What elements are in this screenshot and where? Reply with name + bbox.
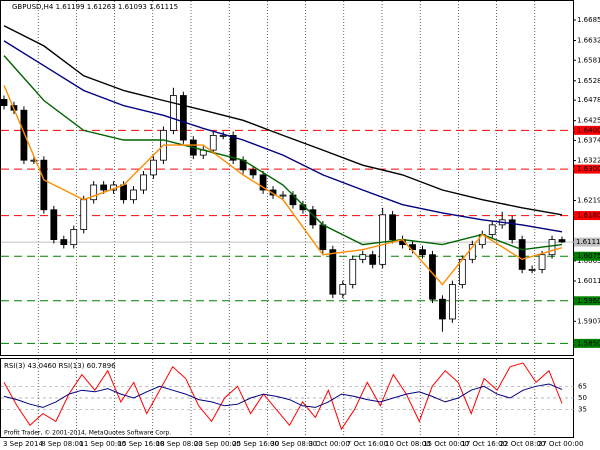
y-tick-label: 1.63740 [577, 136, 600, 144]
candle-body [319, 224, 327, 251]
candle-body [259, 174, 267, 191]
candle-body [120, 184, 127, 201]
series-line [3, 362, 563, 431]
x-tick-label: 30 Sep 08:00 [270, 440, 317, 448]
candle-body [389, 214, 396, 240]
rsi-title: RSI(3) 43.0460 RSI(13) 60.7896 [4, 362, 116, 370]
candle-body [429, 254, 436, 300]
y-tick-label: 50 [578, 394, 587, 402]
candle-body [90, 184, 98, 201]
y-tick-label: 1.62190 [577, 196, 600, 204]
x-tick-label: 8 Sep 08:00 [41, 440, 83, 448]
candle-body [170, 95, 177, 131]
series-line [3, 55, 563, 251]
candle-body [269, 189, 277, 196]
x-tick-label: 15 Sep 16:00 [118, 440, 165, 448]
candle-body [449, 284, 456, 320]
x-tick-label: 7 Oct 16:00 [347, 440, 388, 448]
candle-body [329, 249, 337, 295]
level-label: 1.5960 [577, 297, 600, 305]
x-tick-label: 25 Sep 16:00 [232, 440, 279, 448]
candle-body [528, 269, 536, 271]
x-tick-label: 18 Sep 08:00 [156, 440, 203, 448]
level-label-box [574, 251, 600, 261]
series-line [3, 40, 563, 233]
candle-body [0, 98, 8, 106]
candle-body [508, 219, 516, 240]
candle-body [518, 239, 526, 270]
level-label: 1.6400 [577, 126, 600, 134]
candle-body [229, 134, 237, 161]
candle-body [130, 189, 137, 201]
candle-body [419, 249, 426, 256]
candle-body [349, 258, 357, 285]
candle-body [70, 229, 78, 246]
x-tick-label: 3 Oct 00:00 [309, 440, 350, 448]
candle-body [20, 109, 28, 161]
y-tick-label: 1.66320 [577, 37, 600, 45]
chart-title: GBPUSD,H4 1.61199 1.61263 1.61093 1.6111… [12, 3, 178, 11]
level-label: 1.6300 [577, 165, 600, 173]
y-tick-label: 1.60110 [577, 277, 600, 285]
candle-body [369, 254, 377, 265]
candle-body [538, 254, 546, 270]
level-label: 1.6180 [577, 212, 600, 220]
candle-body [150, 159, 157, 176]
x-tick-label: 10 Oct 08:00 [385, 440, 431, 448]
candle-body [279, 194, 287, 197]
x-tick-label: 11 Sep 00:00 [79, 440, 126, 448]
level-label: 1.6075 [577, 252, 600, 260]
candle-body [50, 209, 58, 240]
bid-label-box [574, 237, 600, 247]
level-label-box [574, 125, 600, 135]
candle-body [249, 169, 257, 176]
candle-body [359, 254, 367, 260]
y-tick-label: 1.66850 [577, 16, 600, 24]
series-line [3, 383, 563, 408]
candle-body [100, 184, 108, 191]
candle-body [140, 174, 147, 191]
candle-body [558, 239, 566, 243]
level-label-box [574, 338, 600, 348]
bid-label: 1.61115 [576, 238, 600, 246]
y-tick-label: 65 [578, 382, 587, 390]
candle-body [339, 284, 347, 295]
y-tick-label: 35 [578, 406, 587, 414]
series-line [3, 85, 563, 286]
level-label: 1.5850 [577, 339, 600, 347]
candle-body [219, 134, 227, 137]
candle-body [379, 214, 387, 265]
level-label-box [574, 164, 600, 174]
x-tick-label: 17 Oct 16:00 [461, 440, 507, 448]
candle-body [40, 159, 48, 211]
candle-body [488, 224, 496, 235]
y-tick-label: 1.65810 [577, 56, 600, 64]
level-label-box [574, 296, 600, 306]
series-line [3, 25, 563, 216]
candle-body [468, 244, 476, 260]
candle-body [439, 298, 446, 320]
y-tick-label: 1.64250 [577, 117, 600, 125]
copyright: Profit Trader, © 2001-2014, MetaQuotes S… [4, 430, 171, 437]
x-tick-label: 15 Oct 00:00 [423, 440, 469, 448]
candle-body [60, 239, 68, 246]
y-tick-label: 1.60630 [577, 257, 600, 265]
candle-body [179, 95, 187, 141]
y-tick-label: 1.59070 [577, 317, 600, 325]
y-tick-label: 1.63220 [577, 157, 600, 165]
x-tick-label: 3 Sep 2014 [3, 440, 43, 448]
level-label-box [574, 211, 600, 221]
main-frame [0, 0, 574, 356]
y-tick-label: 1.65280 [577, 77, 600, 85]
x-tick-label: 22 Oct 08:00 [500, 440, 546, 448]
y-tick-label: 1.64780 [577, 96, 600, 104]
candle-body [548, 239, 556, 256]
candle-body [209, 134, 217, 151]
candle-body [80, 199, 88, 230]
x-tick-label: 27 Oct 00:00 [538, 440, 584, 448]
x-tick-label: 23 Sep 00:00 [194, 440, 241, 448]
candle-body [30, 159, 38, 162]
